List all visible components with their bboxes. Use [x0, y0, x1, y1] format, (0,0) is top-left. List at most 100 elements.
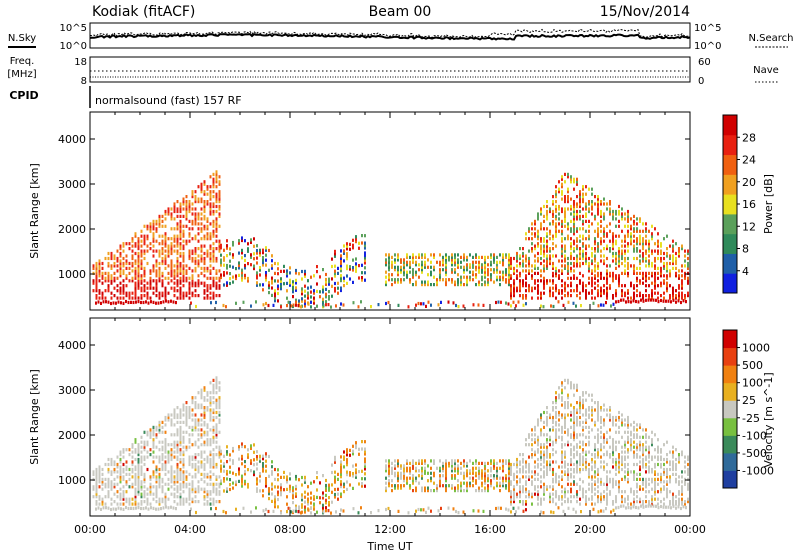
velocity-cell — [241, 484, 243, 488]
power-cell — [666, 264, 668, 268]
velocity-cell — [229, 487, 231, 492]
velocity-cell — [292, 486, 294, 490]
velocity-cell — [161, 448, 164, 452]
power-cell — [355, 267, 357, 271]
velocity-cell — [397, 479, 399, 483]
velocity-cell — [127, 506, 130, 511]
power-cell — [179, 251, 182, 256]
velocity-cell — [191, 475, 194, 479]
power-cell — [540, 237, 542, 241]
power-cell — [173, 286, 176, 290]
velocity-cell — [469, 471, 471, 475]
power-cell — [149, 269, 152, 273]
velocity-cell — [155, 500, 158, 504]
velocity-cell — [508, 464, 510, 468]
velocity-cell — [555, 460, 557, 464]
velocity-cell — [140, 506, 142, 511]
velocity-cell — [191, 433, 194, 437]
power-cell — [286, 274, 288, 278]
power-cell — [176, 266, 179, 270]
velocity-cell — [475, 489, 477, 493]
power-cell — [212, 291, 215, 295]
power-cell — [594, 249, 596, 253]
velocity-cell — [179, 470, 182, 474]
velocity-cell — [206, 500, 209, 504]
noise-sky-line — [89, 33, 691, 41]
power-cell — [645, 284, 647, 288]
power-cell — [505, 278, 507, 282]
velocity-cell — [164, 472, 167, 476]
velocity-cell — [609, 480, 611, 484]
velocity-cell — [152, 492, 155, 496]
velocity-cell — [603, 440, 605, 444]
power-cell — [241, 256, 243, 260]
velocity-cell — [561, 455, 563, 459]
velocity-cell — [582, 487, 584, 491]
velocity-cell — [113, 460, 116, 464]
power-cell — [588, 207, 590, 211]
power-cell — [624, 239, 626, 243]
power-cell — [603, 229, 605, 233]
power-cell — [158, 274, 161, 278]
velocity-cell — [540, 480, 542, 484]
power-cell — [119, 269, 122, 273]
power-cell — [445, 253, 447, 257]
power-cell — [552, 195, 554, 199]
power-cell — [579, 190, 581, 194]
velocity-cell — [215, 428, 218, 432]
power-cell — [463, 253, 465, 257]
power-cell — [226, 266, 228, 270]
power-cell — [206, 251, 209, 256]
power-cell — [615, 251, 617, 256]
power-cell — [400, 258, 402, 262]
power-cell — [472, 278, 474, 282]
velocity-cell — [597, 403, 599, 407]
velocity-cell — [212, 462, 215, 467]
velocity-cell — [549, 428, 551, 432]
power-cell — [576, 209, 578, 214]
power-cell — [555, 214, 557, 218]
velocity-cell — [140, 445, 143, 449]
power-cell — [316, 282, 318, 286]
freq-left-tick-low: 8 — [81, 76, 87, 87]
power-cell — [406, 273, 408, 277]
velocity-cell — [131, 467, 134, 472]
power-cell — [137, 261, 140, 266]
power-cell — [442, 255, 444, 259]
power-cell — [415, 260, 417, 264]
velocity-cell — [510, 492, 512, 496]
velocity-cell — [95, 480, 98, 484]
velocity-cell — [552, 418, 554, 422]
power-cell — [516, 276, 518, 280]
velocity-cell — [567, 406, 569, 410]
velocity-cell — [576, 495, 578, 499]
velocity-cell — [316, 471, 318, 475]
power-cell — [155, 289, 158, 293]
power-cell — [582, 281, 584, 285]
power-cell — [131, 279, 134, 283]
power-cell — [439, 275, 441, 279]
power-cell — [427, 265, 429, 269]
power-cell — [167, 300, 170, 304]
power-cell — [415, 283, 417, 287]
power-cell — [226, 281, 228, 285]
power-cell — [549, 286, 551, 290]
velocity-cell — [218, 455, 221, 459]
velocity-cell — [152, 443, 155, 447]
power-cell — [394, 260, 396, 264]
velocity-cell — [579, 403, 581, 407]
power-cell — [424, 253, 426, 257]
velocity-cell — [158, 457, 161, 462]
power-cell — [134, 266, 137, 270]
velocity-cell — [603, 467, 605, 472]
velocity-cell — [549, 465, 551, 469]
power-cell — [203, 284, 206, 288]
velocity-cell — [564, 403, 566, 407]
power-cell — [561, 239, 563, 243]
power-cell — [259, 273, 261, 277]
power-cell — [185, 195, 188, 199]
power-cell — [170, 249, 173, 253]
power-cell — [277, 284, 279, 288]
velocity-cell — [182, 462, 185, 467]
velocity-cell — [164, 418, 167, 422]
